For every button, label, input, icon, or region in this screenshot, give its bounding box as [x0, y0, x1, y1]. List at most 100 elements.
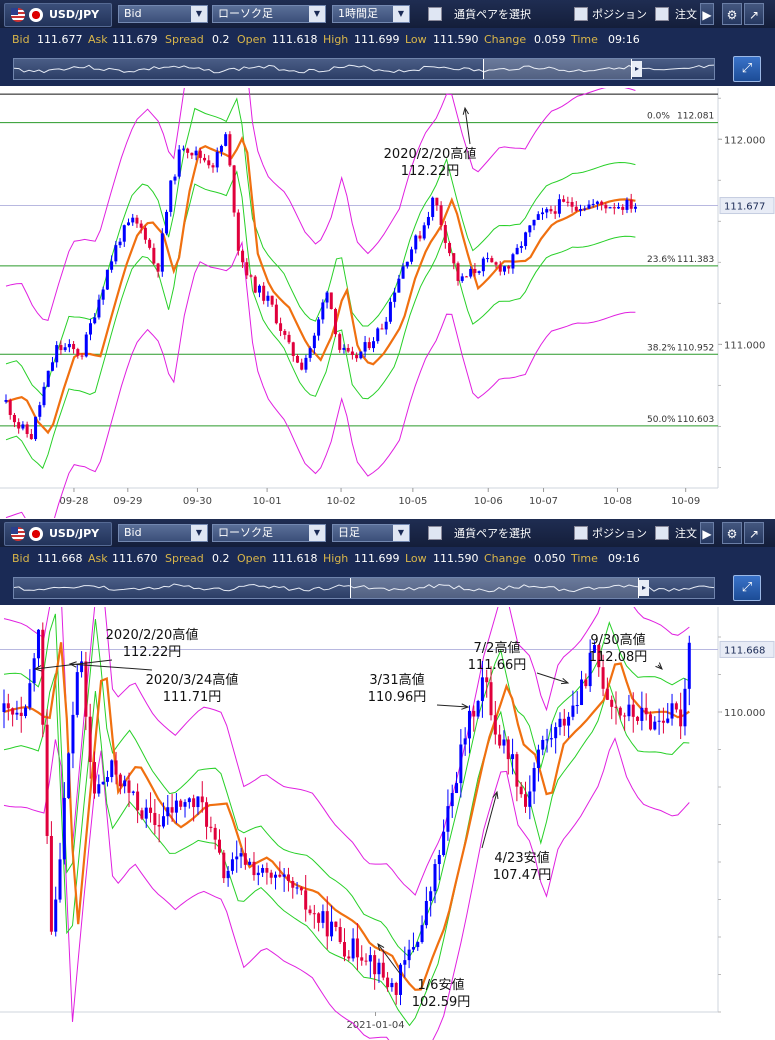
candle-body — [433, 864, 437, 892]
candle-body — [636, 716, 640, 721]
candle-body — [278, 874, 282, 877]
candle-body — [679, 709, 683, 727]
navigator-handle[interactable]: ▸ — [632, 61, 642, 77]
candle-body — [153, 812, 157, 825]
order-checkbox[interactable] — [655, 7, 669, 21]
navigator-handle[interactable]: ▸ — [639, 580, 649, 596]
pair-select-checkbox[interactable] — [428, 7, 442, 21]
price-chart[interactable]: 112.000 111.000 09-28 09-29 09-30 10-01 10-02 1… — [0, 88, 775, 518]
bollinger-lower-inner — [3, 673, 690, 1027]
candle-body — [443, 224, 447, 243]
popout-icon[interactable]: ↗ — [744, 522, 764, 544]
candle-body — [541, 739, 545, 750]
candle-body — [653, 721, 657, 730]
order-label: 注文 — [675, 8, 697, 21]
order-checkbox[interactable] — [655, 526, 669, 540]
symbol-button[interactable]: USD/JPY — [4, 3, 112, 27]
candle-body — [448, 242, 452, 254]
candle-body — [6, 703, 10, 709]
candle-body — [455, 783, 459, 794]
chart-style-select[interactable]: ローソク足 ▼ — [212, 524, 326, 542]
position-checkbox[interactable] — [574, 7, 588, 21]
candle-body — [58, 859, 62, 900]
candle-body — [574, 206, 578, 211]
candle-body — [545, 209, 549, 213]
symbol-button[interactable]: USD/JPY — [4, 522, 112, 546]
candle-body — [325, 292, 329, 303]
gear-icon[interactable]: ⚙ — [722, 3, 742, 25]
annotation-text: 102.59円 — [412, 995, 471, 1010]
candle-body — [173, 176, 177, 181]
zoom-fit-button[interactable]: ⤢ — [733, 56, 761, 82]
navigator-scroller[interactable]: ▸ — [13, 577, 715, 599]
candle-body — [140, 810, 144, 819]
change-label: Change — [484, 552, 527, 565]
candle-body — [605, 688, 609, 700]
candle-body — [190, 152, 194, 156]
annotation-text: 2020/3/24高値 — [146, 672, 239, 688]
pair-select-checkbox[interactable] — [428, 526, 442, 540]
candle-body — [24, 707, 28, 717]
zoom-fit-button[interactable]: ⤢ — [733, 575, 761, 601]
candle-body — [570, 202, 574, 207]
popout-icon[interactable]: ↗ — [744, 3, 764, 25]
navigator-scroller[interactable]: ▸ — [13, 58, 715, 80]
open-label: Open — [237, 33, 267, 46]
candle-body — [97, 784, 101, 794]
price-type-select[interactable]: Bid ▼ — [118, 5, 208, 23]
candle-body — [426, 216, 430, 226]
candle-body — [287, 334, 291, 343]
candle-body — [42, 386, 46, 406]
bollinger-upper-outer — [3, 607, 690, 896]
candle-body — [397, 278, 401, 293]
high-label: High — [323, 552, 349, 565]
candle-body — [321, 302, 325, 320]
timeframe-select[interactable]: 1時間足 ▼ — [332, 5, 410, 23]
scroll-right-button[interactable]: ▶ — [700, 522, 714, 544]
position-checkbox[interactable] — [574, 526, 588, 540]
spread-value: 0.2 — [212, 33, 230, 46]
candle-body — [114, 245, 118, 262]
chart-toolbar: USD/JPY Bid ▼ ローソク足 ▼ 日足 ▼ 通貨ペアを選択 ポジション 注文… — [0, 519, 775, 547]
candle-body — [368, 955, 372, 962]
candle-body — [390, 982, 394, 988]
ask-value: 111.679 — [112, 33, 158, 46]
candle-body — [34, 416, 38, 440]
candle-body — [583, 208, 587, 210]
price-type-select[interactable]: Bid ▼ — [118, 524, 208, 542]
timeframe-select[interactable]: 日足 ▼ — [332, 524, 410, 542]
candle-body — [67, 753, 71, 798]
candle-body — [88, 716, 92, 763]
candle-body — [266, 295, 270, 301]
candle-body — [346, 347, 350, 352]
candle-body — [75, 672, 79, 715]
navigator-overview — [14, 64, 714, 74]
candle-body — [127, 222, 131, 226]
current-price-marker — [719, 197, 775, 215]
candle-body — [553, 211, 557, 214]
candle-body — [506, 739, 510, 760]
navigator-window[interactable]: ▸ — [483, 59, 642, 79]
scroll-right-button[interactable]: ▶ — [700, 3, 714, 25]
chart-style-value: ローソク足 — [218, 526, 273, 539]
candle-body — [304, 357, 308, 370]
candle-body — [420, 925, 424, 943]
x-tick-label: 09-29 — [113, 496, 142, 507]
candle-body — [393, 292, 397, 302]
candle-body — [481, 258, 485, 272]
candle-body — [351, 938, 355, 959]
chart-style-select[interactable]: ローソク足 ▼ — [212, 5, 326, 23]
candle-body — [666, 718, 670, 723]
candle-body — [59, 345, 63, 351]
candle-body — [300, 362, 304, 370]
candle-body — [295, 887, 299, 889]
navigator-window[interactable]: ▸ — [350, 578, 649, 598]
candle-body — [507, 266, 511, 269]
candle-body — [157, 824, 161, 827]
candle-body — [604, 204, 608, 209]
time-value: 09:16 — [608, 552, 640, 565]
gear-icon[interactable]: ⚙ — [722, 522, 742, 544]
bid-value: 111.668 — [37, 552, 83, 565]
low-label: Low — [405, 33, 427, 46]
price-chart[interactable]: 110.000 2021-01-04 111.668 2020/2/20高値 112.2… — [0, 607, 775, 1040]
